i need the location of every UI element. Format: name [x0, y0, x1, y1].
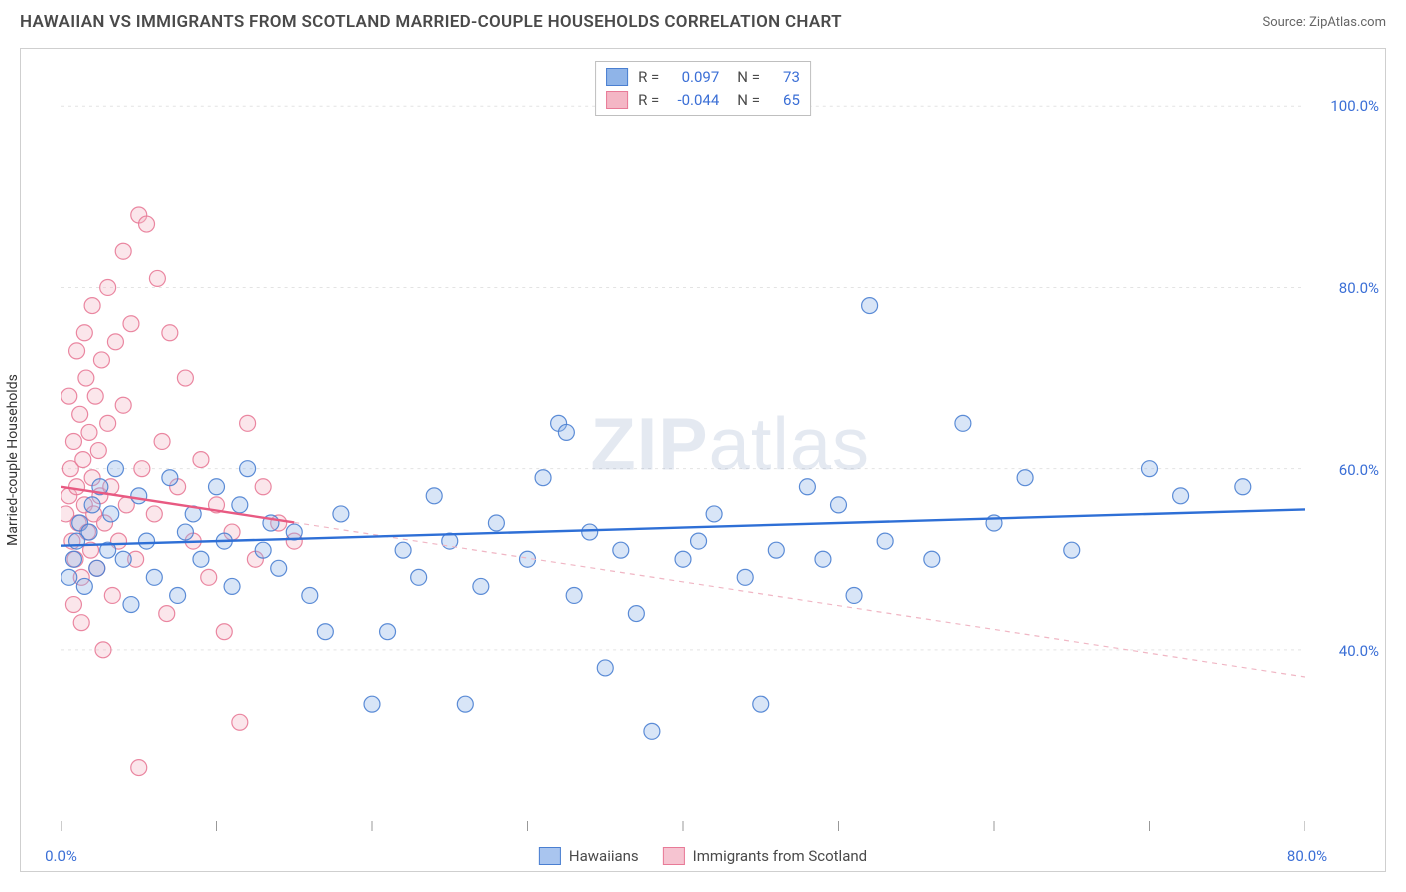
legend-swatch — [663, 847, 685, 865]
legend-label: Immigrants from Scotland — [693, 847, 867, 865]
series-swatch — [606, 68, 628, 86]
source-label: Source: ZipAtlas.com — [1262, 15, 1386, 30]
y-tick-label: 80.0% — [1339, 279, 1379, 297]
chart-title: HAWAIIAN VS IMMIGRANTS FROM SCOTLAND MAR… — [20, 12, 842, 32]
stats-row: R = 0.097 N = 73 — [606, 66, 800, 89]
r-value: 0.097 — [669, 66, 719, 89]
r-value: -0.044 — [669, 89, 719, 112]
scatter-chart — [61, 61, 1305, 831]
x-tick-label: 0.0% — [45, 847, 77, 865]
legend-label: Hawaiians — [569, 847, 639, 865]
legend-item: Hawaiians — [539, 847, 639, 865]
n-label: N = — [737, 66, 760, 89]
r-label: R = — [638, 89, 659, 112]
legend-item: Immigrants from Scotland — [663, 847, 867, 865]
series-swatch — [606, 91, 628, 109]
y-axis-label: Married-couple Households — [5, 374, 21, 546]
legend-swatch — [539, 847, 561, 865]
n-label: N = — [737, 89, 760, 112]
y-tick-label: 60.0% — [1339, 461, 1379, 479]
x-tick-label: 80.0% — [1287, 847, 1327, 865]
r-label: R = — [638, 66, 659, 89]
n-value: 65 — [770, 89, 800, 112]
y-tick-label: 40.0% — [1339, 642, 1379, 660]
y-tick-label: 100.0% — [1330, 97, 1379, 115]
stats-legend-box: R = 0.097 N = 73 R = -0.044 N = 65 — [595, 61, 811, 116]
bottom-legend: Hawaiians Immigrants from Scotland — [539, 847, 867, 865]
chart-container: Married-couple Households ZIPatlas R =0.… — [20, 48, 1386, 872]
n-value: 73 — [770, 66, 800, 89]
stats-row: R = -0.044 N = 65 — [606, 89, 800, 112]
plot-area — [61, 61, 1305, 831]
